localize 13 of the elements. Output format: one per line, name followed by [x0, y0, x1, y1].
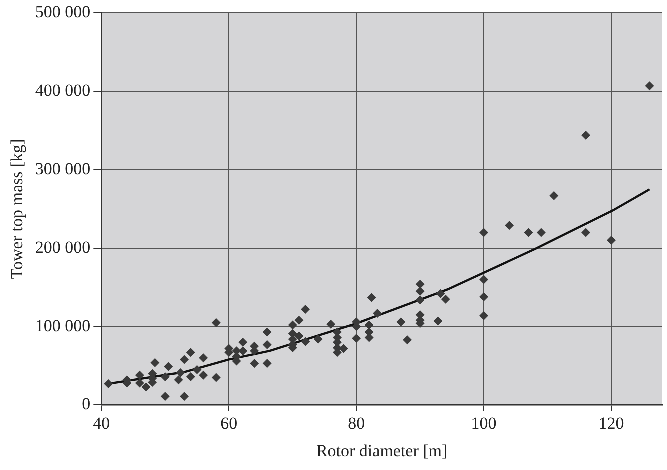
y-tick-label: 0 [82, 394, 91, 414]
x-tick-label: 80 [348, 414, 366, 433]
y-tick-label: 500 000 [35, 2, 91, 22]
y-tick-label: 200 000 [35, 238, 91, 257]
x-tick-label: 40 [93, 414, 110, 433]
x-tick-label: 100 [471, 414, 497, 433]
y-axis-title: Tower top mass [kg] [8, 139, 27, 280]
y-tick-label: 400 000 [35, 81, 91, 100]
x-tick-label: 60 [220, 414, 238, 433]
x-axis-title: Rotor diameter [m] [316, 441, 448, 460]
y-tick-label: 300 000 [35, 159, 91, 178]
x-tick-label: 120 [598, 414, 624, 433]
y-tick-label: 100 000 [35, 316, 91, 336]
